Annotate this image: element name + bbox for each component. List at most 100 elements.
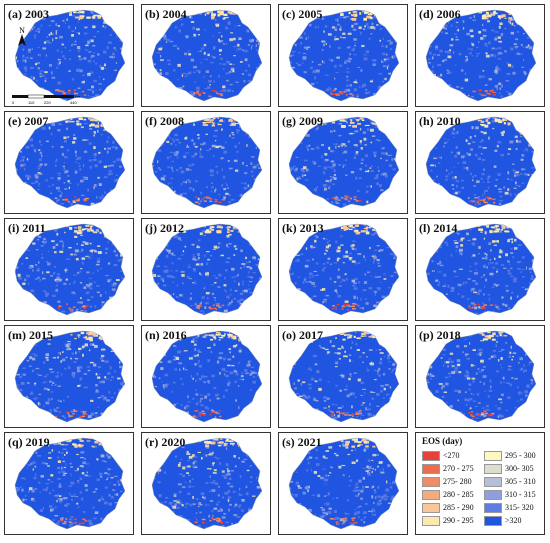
map-panel: (o) 2017 [278,325,408,428]
panel-label: (s) 2021 [282,435,322,449]
eos-map [151,116,263,209]
region-fill [152,10,262,101]
region-fill [426,224,536,315]
eos-map [151,223,263,316]
legend-item: 285 - 290 [422,502,484,514]
map-panel: (n) 2016 [141,325,271,428]
legend-label: 295 - 300 [505,451,536,460]
eos-map [151,437,263,530]
map-panel: (d) 2006 [415,4,545,107]
panel-label: (d) 2006 [419,7,461,21]
panel-label: (f) 2008 [145,114,184,128]
eos-map [425,116,537,209]
legend-swatch [422,503,440,513]
legend-label: 310 - 315 [505,490,536,499]
scale-unit: km [75,94,80,99]
legend-item: 270 - 275 [422,463,484,475]
legend-title: EOS (day) [422,436,463,446]
region-fill [289,438,399,529]
eos-map [288,223,400,316]
map-panel: (i) 2011 [4,218,134,321]
map-panel: (c) 2005 [278,4,408,107]
map-panel: (q) 2019 [4,432,134,535]
map-panel: (r) 2020 [141,432,271,535]
legend-swatch [422,451,440,461]
map-panel: (g) 2009 [278,111,408,214]
map-panel: (f) 2008 [141,111,271,214]
scale-bar: 0 110 220 440 km [10,93,81,105]
legend-swatch [484,451,502,461]
map-panel: (p) 2018 [415,325,545,428]
legend-swatch [484,516,502,526]
map-panel: (e) 2007 [4,111,134,214]
region-fill [15,438,125,529]
legend-label: 280 - 285 [443,490,474,499]
eos-map [425,330,537,423]
legend-item: 310 - 315 [484,489,546,501]
legend-swatch [484,464,502,474]
legend-swatch [422,490,440,500]
map-panel: (h) 2010 [415,111,545,214]
map-panel: (a) 2003 N 0 110 220 440 km [4,4,134,107]
legend-item: 280 - 285 [422,489,484,501]
legend-label: <270 [443,451,460,460]
panel-label: (l) 2014 [419,221,458,235]
region-fill [426,10,536,101]
eos-map [425,223,537,316]
map-panel: (j) 2012 [141,218,271,321]
legend-swatch [484,490,502,500]
map-panel: (k) 2013 [278,218,408,321]
scale-tick-label: 440 [70,100,77,105]
legend-item: 295 - 300 [484,450,546,462]
panel-label: (h) 2010 [419,114,461,128]
legend-item: <270 [422,450,484,462]
legend-swatch [484,477,502,487]
region-fill [15,224,125,315]
panel-label: (r) 2020 [145,435,186,449]
panel-label: (j) 2012 [145,221,184,235]
north-arrow-label: N [19,26,25,35]
scale-tick-label: 110 [28,100,35,105]
panel-label: (q) 2019 [8,435,50,449]
legend-label: 290 - 295 [443,516,474,525]
region-fill [426,331,536,422]
legend-label: 275- 280 [443,477,472,486]
map-panel: (m) 2015 [4,325,134,428]
eos-map [151,9,263,102]
scale-tick-label: 0 [12,100,15,105]
eos-map [425,9,537,102]
legend: EOS (day) <270 270 - 275 275- 280 280 - 285 2… [415,432,545,535]
legend-label: 285 - 290 [443,503,474,512]
legend-item: 275- 280 [422,476,484,488]
panel-label: (n) 2016 [145,328,187,342]
panel-label: (c) 2005 [282,7,323,21]
region-fill [15,331,125,422]
eos-map [288,330,400,423]
eos-map [288,116,400,209]
region-fill [289,224,399,315]
panel-label: (p) 2018 [419,328,461,342]
legend-swatch [422,516,440,526]
map-panel: (s) 2021 [278,432,408,535]
eos-map [151,330,263,423]
legend-swatch [422,477,440,487]
legend-swatch [422,464,440,474]
legend-item: 300- 305 [484,463,546,475]
legend-label: 315- 320 [505,503,534,512]
eos-map [14,437,126,530]
eos-map [14,223,126,316]
eos-map [288,437,400,530]
region-fill [152,117,262,208]
panel-label: (o) 2017 [282,328,323,342]
map-panel: (b) 2004 [141,4,271,107]
region-fill [426,117,536,208]
legend-label: 300- 305 [505,464,534,473]
panel-label: (k) 2013 [282,221,324,235]
panel-label: (g) 2009 [282,114,323,128]
legend-label: 305 - 310 [505,477,536,486]
eos-map [14,330,126,423]
region-fill [15,10,125,101]
region-fill [15,117,125,208]
eos-map [14,116,126,209]
region-fill [289,117,399,208]
